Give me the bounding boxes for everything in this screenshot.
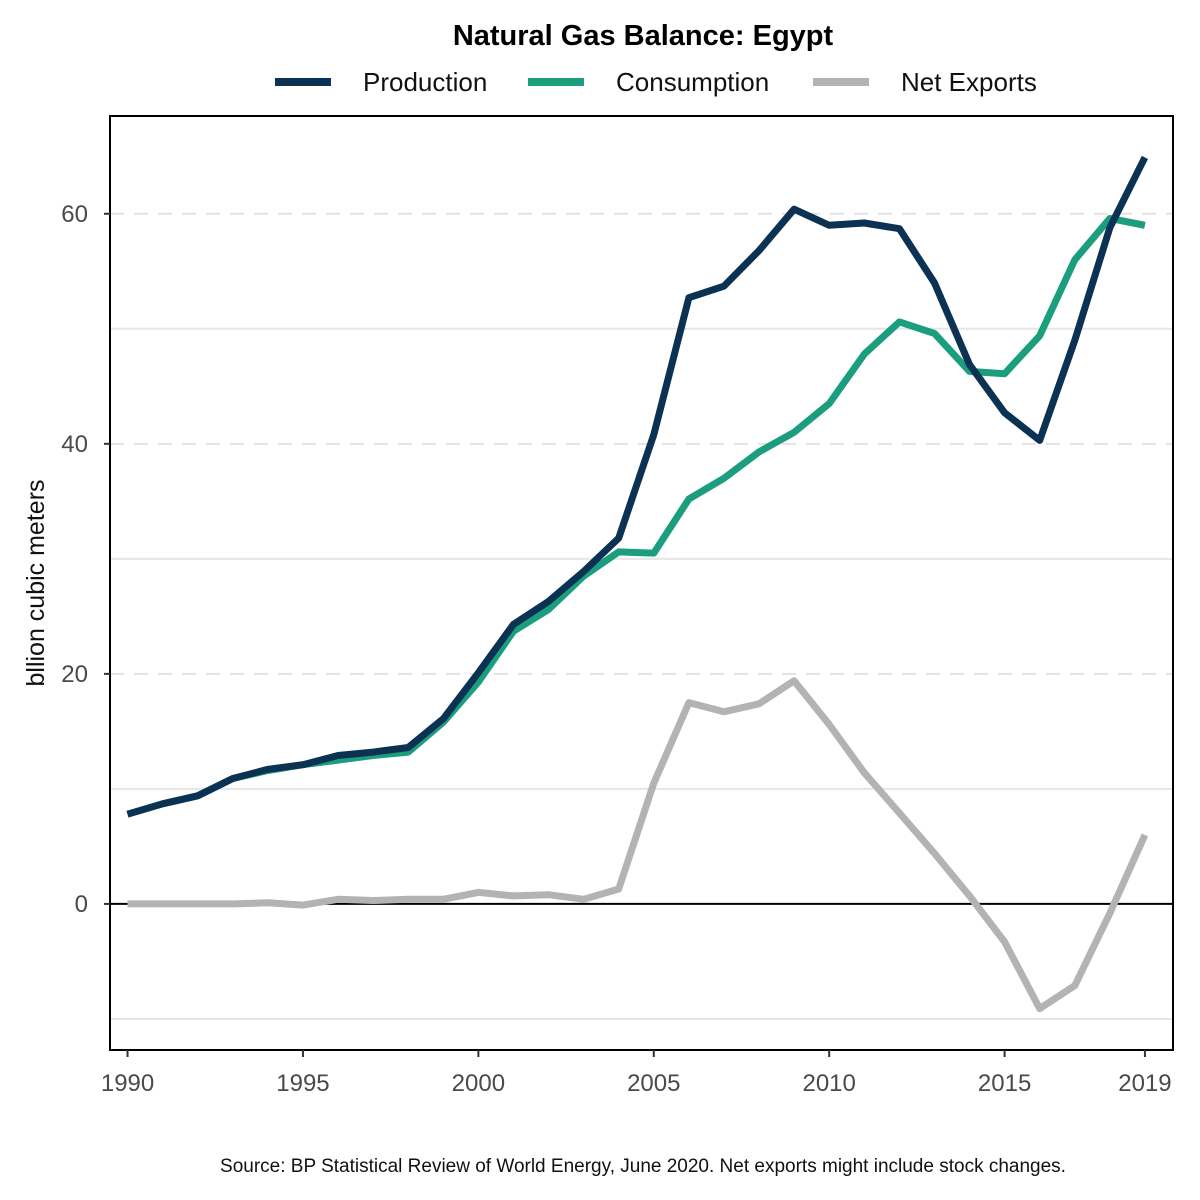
x-tick-label: 2019 xyxy=(1118,1070,1171,1097)
y-tick-label: 60 xyxy=(61,201,88,228)
legend-label: Net Exports xyxy=(901,67,1037,97)
plot-border xyxy=(109,115,1174,1051)
y-tick-label: 0 xyxy=(75,891,88,918)
legend: Production Consumption Net Exports xyxy=(275,67,1037,97)
x-axis-ticks: 1990 1995 2000 2005 2010 2015 2019 xyxy=(101,1050,1172,1097)
legend-item-consumption: Consumption xyxy=(528,67,769,97)
x-tick-label: 1990 xyxy=(101,1070,154,1097)
x-tick-label: 2010 xyxy=(802,1070,855,1097)
legend-label: Production xyxy=(363,67,487,97)
legend-item-production: Production xyxy=(275,67,487,97)
x-tick-label: 2005 xyxy=(627,1070,680,1097)
legend-label: Consumption xyxy=(616,67,769,97)
series-line-production xyxy=(126,155,1149,818)
y-axis-ticks: 0 20 40 60 xyxy=(61,201,110,918)
series-lines xyxy=(126,155,1149,1013)
legend-item-net-exports: Net Exports xyxy=(813,67,1037,97)
source-caption: Source: BP Statistical Review of World E… xyxy=(220,1156,1066,1177)
y-tick-label: 40 xyxy=(61,431,88,458)
chart-title: Natural Gas Balance: Egypt xyxy=(453,20,834,52)
x-tick-label: 2015 xyxy=(978,1070,1031,1097)
x-tick-label: 2000 xyxy=(452,1070,505,1097)
series-line-net-exports xyxy=(127,677,1149,1013)
y-tick-label: 20 xyxy=(61,661,88,688)
y-axis-label: bllion cubic meters xyxy=(22,479,50,686)
series-line-consumption xyxy=(126,214,1146,818)
gridlines xyxy=(110,212,1173,1020)
x-tick-label: 1995 xyxy=(276,1070,329,1097)
